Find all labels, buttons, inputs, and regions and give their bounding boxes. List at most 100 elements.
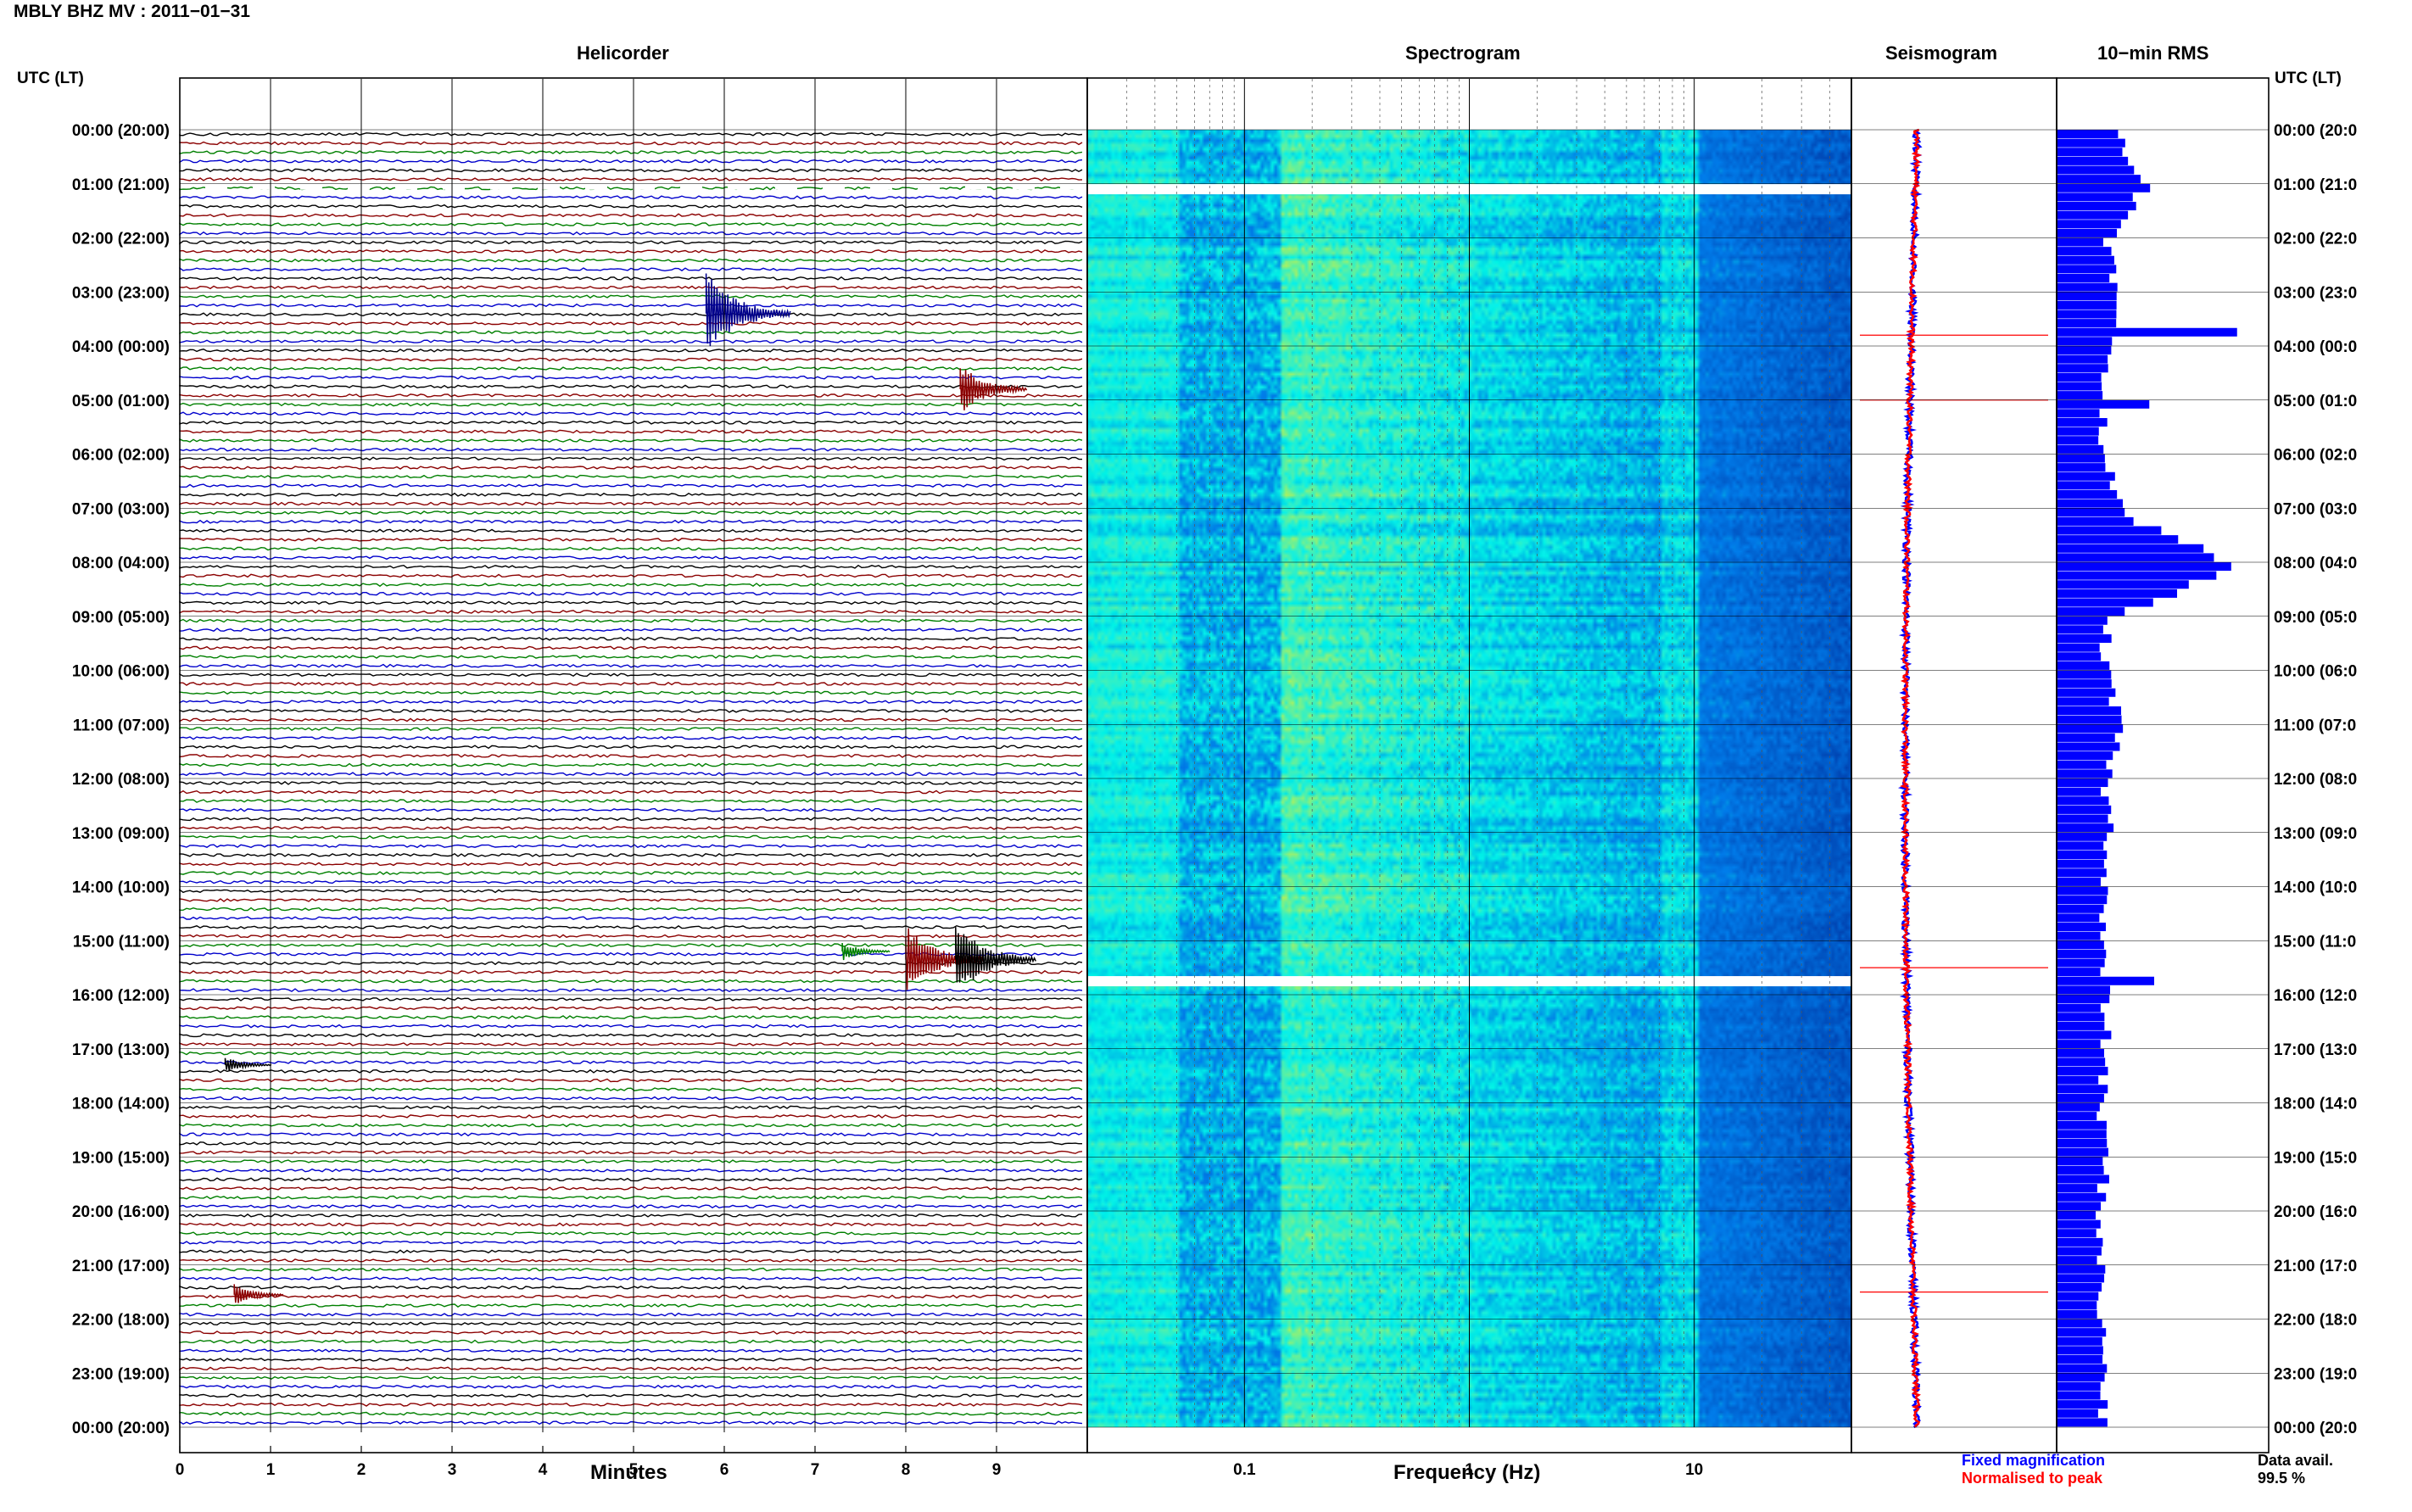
rms-bar xyxy=(2057,760,2107,769)
rms-bar xyxy=(2057,877,2101,886)
helicorder-trace xyxy=(179,943,1083,947)
rms-bar xyxy=(2057,742,2120,751)
rms-bar xyxy=(2057,616,2108,625)
rms-bar xyxy=(2057,679,2112,689)
helicorder-trace xyxy=(179,528,1083,533)
helicorder-trace xyxy=(179,1051,1083,1056)
helicorder-trace xyxy=(179,1195,1083,1200)
time-label-left: 01:00 (21:00) xyxy=(72,176,170,194)
helicorder-trace xyxy=(179,1411,1083,1416)
helicorder-trace xyxy=(179,1114,1083,1119)
helicorder-trace xyxy=(179,466,1083,470)
helicorder-trace xyxy=(179,564,1083,569)
helicorder-gap-dash xyxy=(348,184,370,190)
rms-bar xyxy=(2057,444,2104,454)
helicorder-gap-dash xyxy=(965,974,987,979)
rms-bar xyxy=(2057,1256,2097,1265)
helicorder-event xyxy=(841,942,891,961)
rms-bar xyxy=(2057,580,2189,589)
helicorder-gap-dash xyxy=(205,184,227,190)
minute-tick-label: 5 xyxy=(629,1461,639,1479)
rms-bar xyxy=(2057,1184,2097,1193)
rms-bar xyxy=(2057,1400,2108,1409)
time-label-right: 19:00 (15:0 xyxy=(2274,1149,2357,1167)
rms-bar xyxy=(2057,535,2179,544)
rms-bar xyxy=(2057,1391,2101,1400)
time-label-left: 14:00 (10:00) xyxy=(72,879,170,897)
helicorder-trace xyxy=(179,1204,1083,1209)
helicorder-trace xyxy=(179,511,1083,515)
time-label-left: 18:00 (14:00) xyxy=(72,1096,170,1113)
rms-bar xyxy=(2057,508,2125,517)
minutes-axis-label: Minutes xyxy=(590,1461,667,1484)
helicorder-trace xyxy=(179,799,1083,803)
rms-bar xyxy=(2057,427,2099,436)
rms-bar xyxy=(2057,382,2102,391)
helicorder-trace xyxy=(179,1294,1083,1299)
data-availability-value: 99.5 % xyxy=(2258,1470,2306,1487)
rms-bar xyxy=(2057,652,2102,661)
rms-bar xyxy=(2057,1301,2097,1310)
helicorder-gap-dash xyxy=(538,974,560,979)
minute-tick-label: 2 xyxy=(357,1461,366,1479)
helicorder-trace xyxy=(179,1420,1083,1426)
helicorder-trace xyxy=(179,826,1083,830)
helicorder-gap-dash xyxy=(918,184,940,190)
rms-bar xyxy=(2057,562,2231,572)
time-label-right: 10:00 (06:0 xyxy=(2274,663,2357,681)
helicorder-trace xyxy=(179,745,1083,750)
rms-bar xyxy=(2057,391,2103,400)
rms-bar xyxy=(2057,255,2114,265)
helicorder-trace xyxy=(179,879,1083,884)
helicorder-gap-dash xyxy=(633,974,655,979)
rms-bar xyxy=(2057,787,2101,796)
helicorder-event xyxy=(224,1057,272,1072)
helicorder-gap-dash xyxy=(1013,184,1035,190)
helicorder-trace xyxy=(179,141,1083,146)
rms-bar xyxy=(2057,670,2112,679)
rms-bar xyxy=(2057,526,2162,535)
time-label-left: 12:00 (08:00) xyxy=(72,771,170,789)
rms-bar xyxy=(2057,220,2121,229)
minute-tick-label: 4 xyxy=(539,1461,548,1479)
rms-bar xyxy=(2057,634,2112,644)
rms-bar xyxy=(2057,859,2104,868)
rms-bar xyxy=(2057,499,2123,508)
helicorder-trace xyxy=(179,717,1083,723)
helicorder-trace xyxy=(179,402,1083,407)
rms-bar xyxy=(2057,832,2108,841)
helicorder-event xyxy=(959,368,1028,410)
time-label-right: 03:00 (23:0 xyxy=(2274,284,2357,302)
time-label-right: 17:00 (13:0 xyxy=(2274,1041,2357,1059)
helicorder-trace xyxy=(179,700,1083,705)
helicorder-gap-dash xyxy=(823,184,845,190)
time-label-left: 19:00 (15:00) xyxy=(72,1149,170,1167)
helicorder-trace xyxy=(179,1312,1083,1317)
rms-bar xyxy=(2057,1346,2103,1355)
helicorder-gap-dash xyxy=(965,184,987,190)
time-label-left: 20:00 (16:00) xyxy=(72,1203,170,1221)
time-label-right: 00:00 (20:0 xyxy=(2274,1420,2357,1437)
helicorder-trace xyxy=(179,213,1083,218)
rms-bar xyxy=(2057,282,2118,292)
helicorder-trace xyxy=(179,195,1083,200)
helicorder-trace xyxy=(179,266,1083,272)
time-label-right: 22:00 (18:0 xyxy=(2274,1312,2357,1330)
time-label-right: 09:00 (05:0 xyxy=(2274,609,2357,627)
rms-bar xyxy=(2057,1157,2103,1166)
rms-bar xyxy=(2057,192,2133,202)
helicorder-gap-dash xyxy=(775,184,797,190)
helicorder-trace xyxy=(179,1366,1083,1371)
helicorder-trace xyxy=(179,573,1083,578)
rms-bar xyxy=(2057,751,2113,761)
helicorder-trace xyxy=(179,131,1083,137)
rms-bar xyxy=(2057,1147,2108,1157)
helicorder-trace xyxy=(179,645,1083,650)
helicorder-gap-dash xyxy=(870,184,892,190)
helicorder-trace xyxy=(179,979,1082,984)
helicorder-trace xyxy=(179,1123,1083,1128)
time-label-left: 09:00 (05:00) xyxy=(72,609,170,627)
time-label-left: 02:00 (22:00) xyxy=(72,231,170,248)
rms-bar xyxy=(2057,1373,2105,1382)
